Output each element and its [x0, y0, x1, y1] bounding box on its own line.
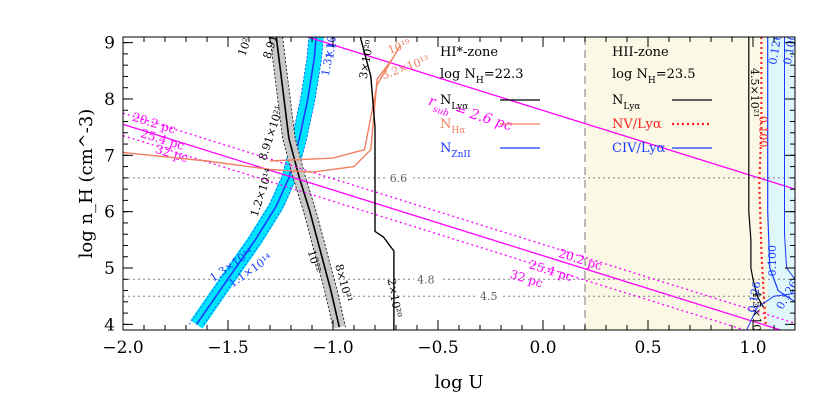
- x-tick-label-2: −1.0: [312, 338, 353, 358]
- legend-hii-title: HII-zone: [612, 45, 669, 60]
- y-tick-label-2: 6: [104, 203, 115, 223]
- band-label-19: 0.100: [766, 245, 779, 277]
- legend-hii-item-0: NLyα: [612, 93, 640, 112]
- band-edge-right-1: [282, 37, 346, 328]
- x-axis-label: log U: [434, 372, 483, 393]
- x-tick-label-3: −0.5: [417, 338, 458, 358]
- y-tick-label-5: 9: [104, 34, 115, 54]
- distance-label-2: 32 pc: [154, 142, 190, 165]
- distance-line-2: [123, 134, 747, 330]
- column-density-bands: [188, 37, 346, 329]
- hline-label-0: 6.6: [390, 172, 408, 185]
- y-axis-label: log n_H (cm^-3): [76, 109, 97, 259]
- x-tick-label-1: −1.5: [207, 338, 248, 358]
- legend-hi-item-1: NHα: [440, 117, 465, 136]
- hii-lya-contour: [748, 37, 765, 308]
- curve-1: [269, 45, 401, 162]
- band-label-17: 0.126: [766, 32, 784, 65]
- hline-label-bg-1: [414, 273, 440, 286]
- hline-label-bg-2: [477, 290, 503, 303]
- band-edge-left-1: [269, 37, 334, 328]
- band-edge-left-0: [188, 37, 310, 325]
- hline-label-bg-0: [386, 171, 413, 184]
- distance-line-0: [123, 112, 795, 324]
- legend-hi-item-0: NLyα: [440, 93, 468, 112]
- band-label-15: 4.5×10²¹: [748, 68, 761, 118]
- reference-lines: 6.6 4.8 4.5: [123, 171, 795, 303]
- band-label-18: 0.100: [781, 32, 799, 65]
- band-center-1: [275, 37, 341, 328]
- y-tick-label-0: 4: [104, 315, 115, 335]
- hii-zone-contours: [746, 37, 795, 330]
- band-label-13: 3×10²⁰: [357, 39, 377, 80]
- band-label-20: 0.126: [745, 280, 763, 313]
- band-label-11: 3.2×10¹³: [380, 53, 431, 82]
- legend-hi-item-2: NZnII: [440, 141, 471, 160]
- legend-hi-lognh: log NH=22.3: [440, 67, 524, 86]
- band-center-0: [195, 37, 317, 325]
- y-tick-label-3: 7: [104, 146, 115, 166]
- region-1: [767, 37, 795, 330]
- band-label-10: 2×10²⁰: [385, 278, 405, 319]
- hline-label-1: 4.8: [417, 273, 435, 286]
- legend-hi-title: HI*-zone: [440, 45, 498, 60]
- x-tick-label-5: 0.5: [634, 338, 661, 358]
- hii-civ-contour-1: [767, 37, 795, 303]
- curve-2: [359, 37, 395, 330]
- legend-hii-lognh: log NH=23.5: [612, 67, 696, 86]
- band-label-16: 0.100: [756, 116, 769, 148]
- x-tick-label-0: −2.0: [102, 338, 143, 358]
- hii-nv-contour: [758, 37, 767, 325]
- band-label-12: 10¹⁹: [386, 37, 412, 57]
- legend-hii-item-1: NV/Lyα: [612, 117, 662, 132]
- x-tick-label-6: 1.0: [739, 338, 766, 358]
- y-tick-label-4: 8: [104, 90, 115, 110]
- hii-civ-contour-2: [784, 37, 795, 280]
- hii-civ-contour-3: [746, 292, 795, 330]
- band-label-0: 10²²: [235, 32, 255, 58]
- hline-label-2: 4.5: [480, 290, 498, 303]
- x-tick-label-4: 0.0: [529, 338, 556, 358]
- distance-line-1: [123, 123, 783, 330]
- band-label-8: 10²²: [305, 249, 323, 274]
- legends: HI*-zone log NH=22.3 NLyα NHα NZnII HII-zone l…: [440, 45, 712, 160]
- y-tick-label-1: 5: [104, 259, 115, 279]
- series-curves: [123, 37, 401, 330]
- axes: −2.0 −1.5 −1.0 −0.5 0.0 0.5 1.0 4 5 6 7 8 9 log U log …: [76, 34, 796, 393]
- band-label-1: 8.91×10²¹: [260, 3, 290, 61]
- legend-hii-item-2: CIV/Lyα: [612, 141, 666, 156]
- band-label-3: 1.1×10¹⁴: [323, 8, 345, 60]
